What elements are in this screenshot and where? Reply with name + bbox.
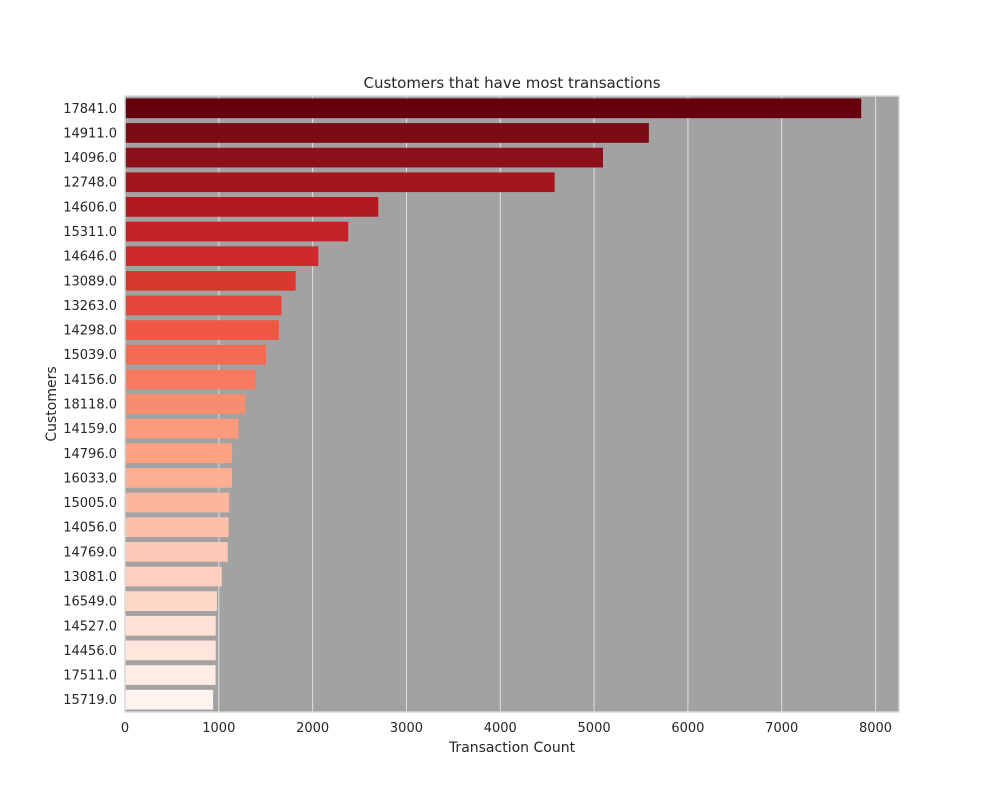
x-tick-label: 2000 bbox=[296, 721, 329, 736]
y-tick-label: 14769.0 bbox=[63, 545, 117, 560]
x-tick-label: 5000 bbox=[578, 721, 611, 736]
bar bbox=[125, 492, 230, 513]
bar bbox=[125, 197, 379, 217]
y-tick-label: 15005.0 bbox=[63, 496, 117, 511]
bar bbox=[125, 246, 319, 267]
x-tick-label: 8000 bbox=[859, 721, 892, 736]
y-axis-label: Customers bbox=[44, 366, 60, 441]
bar bbox=[125, 689, 214, 710]
y-tick-label: 18118.0 bbox=[63, 398, 117, 413]
bar bbox=[125, 295, 282, 316]
y-tick-label: 13263.0 bbox=[63, 299, 117, 314]
bar bbox=[125, 665, 216, 685]
bar bbox=[125, 320, 279, 340]
bar bbox=[125, 591, 217, 611]
bar bbox=[125, 468, 233, 488]
y-tick-label: 15719.0 bbox=[63, 693, 117, 708]
y-tick-label: 15039.0 bbox=[63, 348, 117, 363]
x-tick-label: 7000 bbox=[765, 721, 798, 736]
y-tick-label: 16033.0 bbox=[63, 471, 117, 486]
bar bbox=[125, 344, 266, 365]
y-tick-label: 17511.0 bbox=[63, 669, 117, 684]
y-tick-label: 14456.0 bbox=[63, 644, 117, 659]
x-tick-labels: 0 1000 2000 3000 4000 5000 6000 7000 8000 bbox=[121, 721, 892, 736]
x-tick-label: 1000 bbox=[202, 721, 235, 736]
y-tick-label: 14056.0 bbox=[63, 521, 117, 536]
bar bbox=[125, 418, 239, 439]
bar bbox=[125, 147, 604, 168]
bar bbox=[125, 640, 216, 661]
x-axis-label: Transaction Count bbox=[448, 740, 576, 756]
bar bbox=[125, 98, 862, 119]
bar bbox=[125, 221, 349, 242]
y-tick-label: 16549.0 bbox=[63, 595, 117, 610]
y-tick-labels: 17841.0 14911.0 14096.0 12748.0 14606.0 15311… bbox=[63, 102, 117, 708]
y-tick-label: 17841.0 bbox=[63, 102, 117, 117]
bar bbox=[125, 369, 256, 390]
bar bbox=[125, 541, 228, 562]
x-tick-label: 3000 bbox=[390, 721, 423, 736]
bars bbox=[125, 98, 862, 710]
bar bbox=[125, 123, 649, 143]
y-tick-label: 14298.0 bbox=[63, 324, 117, 339]
plot-border bbox=[124, 95, 900, 713]
y-tick-label: 14606.0 bbox=[63, 200, 117, 215]
x-tick-label: 4000 bbox=[484, 721, 517, 736]
y-tick-label: 12748.0 bbox=[63, 176, 117, 191]
bar bbox=[125, 172, 555, 193]
y-tick-label: 13081.0 bbox=[63, 570, 117, 585]
chart-title: Customers that have most transactions bbox=[363, 74, 660, 92]
y-tick-label: 14796.0 bbox=[63, 447, 117, 462]
x-tick-label: 0 bbox=[121, 721, 129, 736]
y-tick-label: 14911.0 bbox=[63, 126, 117, 141]
bar bbox=[125, 615, 216, 636]
y-tick-label: 14527.0 bbox=[63, 619, 117, 634]
bar bbox=[125, 394, 246, 414]
bar bbox=[125, 517, 229, 538]
x-tick-label: 6000 bbox=[671, 721, 704, 736]
bar bbox=[125, 566, 222, 587]
bar bbox=[125, 270, 296, 291]
y-tick-label: 14646.0 bbox=[63, 250, 117, 265]
y-tick-label: 14156.0 bbox=[63, 373, 117, 388]
y-tick-label: 13089.0 bbox=[63, 274, 117, 289]
y-tick-label: 14159.0 bbox=[63, 422, 117, 437]
y-tick-label: 14096.0 bbox=[63, 151, 117, 166]
y-tick-label: 15311.0 bbox=[63, 225, 117, 240]
bar bbox=[125, 443, 233, 464]
